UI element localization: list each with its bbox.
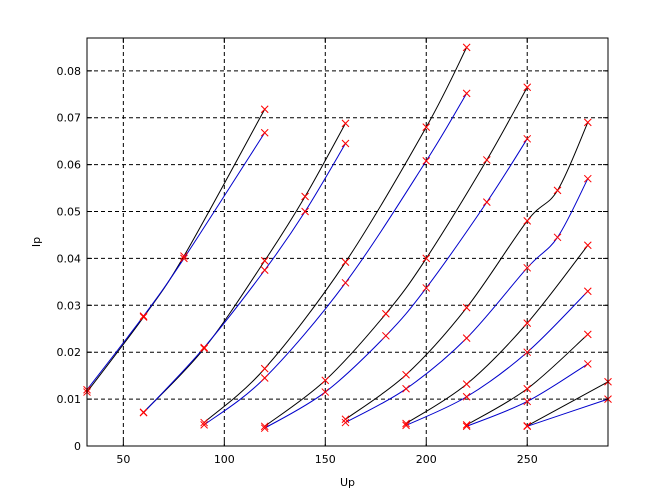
data-point-marker	[583, 330, 592, 339]
data-point-marker	[260, 266, 269, 274]
x-tick-label: 100	[214, 453, 235, 466]
data-point-marker	[583, 174, 592, 183]
data-point-marker	[341, 278, 350, 287]
ticks: 50 100 150 200 250 0 0.01 0.02 0.03 0.04 0.05 0.06 0…	[57, 38, 608, 466]
data-point-marker	[523, 263, 532, 272]
data-point-marker	[200, 344, 208, 353]
series-line-black	[203, 47, 468, 423]
data-point-marker	[462, 422, 471, 431]
y-tick-label: 0.08	[57, 65, 82, 78]
data-point-marker	[139, 313, 148, 321]
data-point-marker	[139, 312, 148, 320]
data-point-marker	[341, 139, 350, 148]
data-point-marker	[402, 421, 410, 430]
data-point-marker	[341, 119, 350, 128]
data-point-marker	[462, 421, 471, 429]
data-point-marker	[583, 360, 592, 368]
data-point-marker	[321, 388, 330, 396]
y-axis-title: Ip	[30, 237, 43, 247]
x-tick-label: 200	[416, 453, 437, 466]
y-tick-label: 0.05	[57, 206, 82, 219]
x-tick-label: 50	[116, 453, 130, 466]
data-point-marker	[523, 217, 532, 225]
data-point-marker	[583, 241, 592, 250]
data-point-marker	[482, 198, 491, 206]
data-point-marker	[341, 258, 350, 267]
data-point-marker	[260, 422, 269, 431]
series-line-black	[405, 244, 589, 424]
data-point-marker	[260, 105, 269, 114]
data-point-marker	[382, 331, 390, 340]
data-point-marker	[260, 364, 269, 373]
y-tick-label: 0.01	[57, 393, 82, 406]
data-point-marker	[462, 43, 471, 52]
series-line-black	[345, 122, 589, 420]
y-tick-label: 0.04	[57, 252, 82, 265]
data-point-marker	[523, 348, 532, 357]
plot-frame	[86, 37, 609, 447]
data-point-marker	[422, 157, 431, 165]
data-point-marker	[139, 408, 148, 417]
data-point-marker	[301, 207, 309, 216]
data-point-marker	[462, 334, 471, 342]
series-line-blue	[405, 290, 589, 426]
data-point-marker	[583, 118, 592, 127]
series-line-blue	[527, 398, 609, 427]
series-line-black	[86, 109, 266, 393]
series-line-blue	[264, 138, 528, 429]
data-point-marker	[402, 384, 410, 393]
data-point-marker	[260, 128, 269, 137]
x-axis-title: Up	[340, 476, 355, 489]
x-tick-label: 250	[517, 453, 538, 466]
x-tick-label: 150	[315, 453, 336, 466]
data-point-marker	[422, 254, 431, 263]
data-point-marker	[341, 418, 350, 427]
data-point-marker	[523, 134, 532, 143]
series-line-blue	[86, 132, 266, 391]
data-point-marker	[200, 418, 208, 427]
data-point-marker	[260, 424, 269, 433]
y-tick-label: 0.02	[57, 346, 82, 359]
data-point-marker	[382, 309, 390, 318]
data-point-marker	[523, 397, 532, 406]
series-line-blue	[143, 143, 346, 414]
data-point-marker	[200, 421, 208, 429]
data-point-marker	[321, 376, 330, 385]
data-point-marker	[523, 83, 532, 92]
y-tick-label: 0.03	[57, 299, 82, 312]
y-tick-label: 0	[74, 440, 81, 453]
data-point-marker	[200, 343, 208, 352]
series-line-blue	[345, 178, 589, 423]
data-point-marker	[180, 254, 188, 263]
data-point-marker	[523, 319, 532, 327]
data-point-marker	[341, 415, 350, 424]
series-line-black	[526, 381, 609, 427]
data-point-marker	[462, 392, 471, 401]
data-point-marker	[523, 384, 532, 393]
data-point-marker	[260, 256, 269, 265]
y-tick-label: 0.06	[57, 159, 82, 172]
grid	[87, 38, 608, 446]
data-point-marker	[583, 287, 592, 296]
data-point-marker	[260, 374, 269, 382]
data-point-marker	[553, 233, 562, 242]
series-line-black	[264, 86, 528, 427]
data-point-marker	[402, 370, 410, 379]
data-point-marker	[422, 284, 431, 292]
data-point-marker	[462, 89, 471, 98]
data-point-marker	[301, 192, 309, 201]
data-point-marker	[462, 380, 471, 388]
data-point-marker	[422, 123, 431, 131]
data-point-marker	[482, 156, 491, 164]
series-layer	[83, 43, 612, 433]
data-point-marker	[462, 303, 471, 312]
y-tick-label: 0.07	[57, 112, 82, 125]
data-point-marker	[523, 422, 532, 431]
data-point-marker	[553, 186, 562, 195]
data-point-marker	[402, 419, 410, 428]
series-line-black	[143, 123, 346, 413]
data-point-marker	[180, 252, 188, 260]
